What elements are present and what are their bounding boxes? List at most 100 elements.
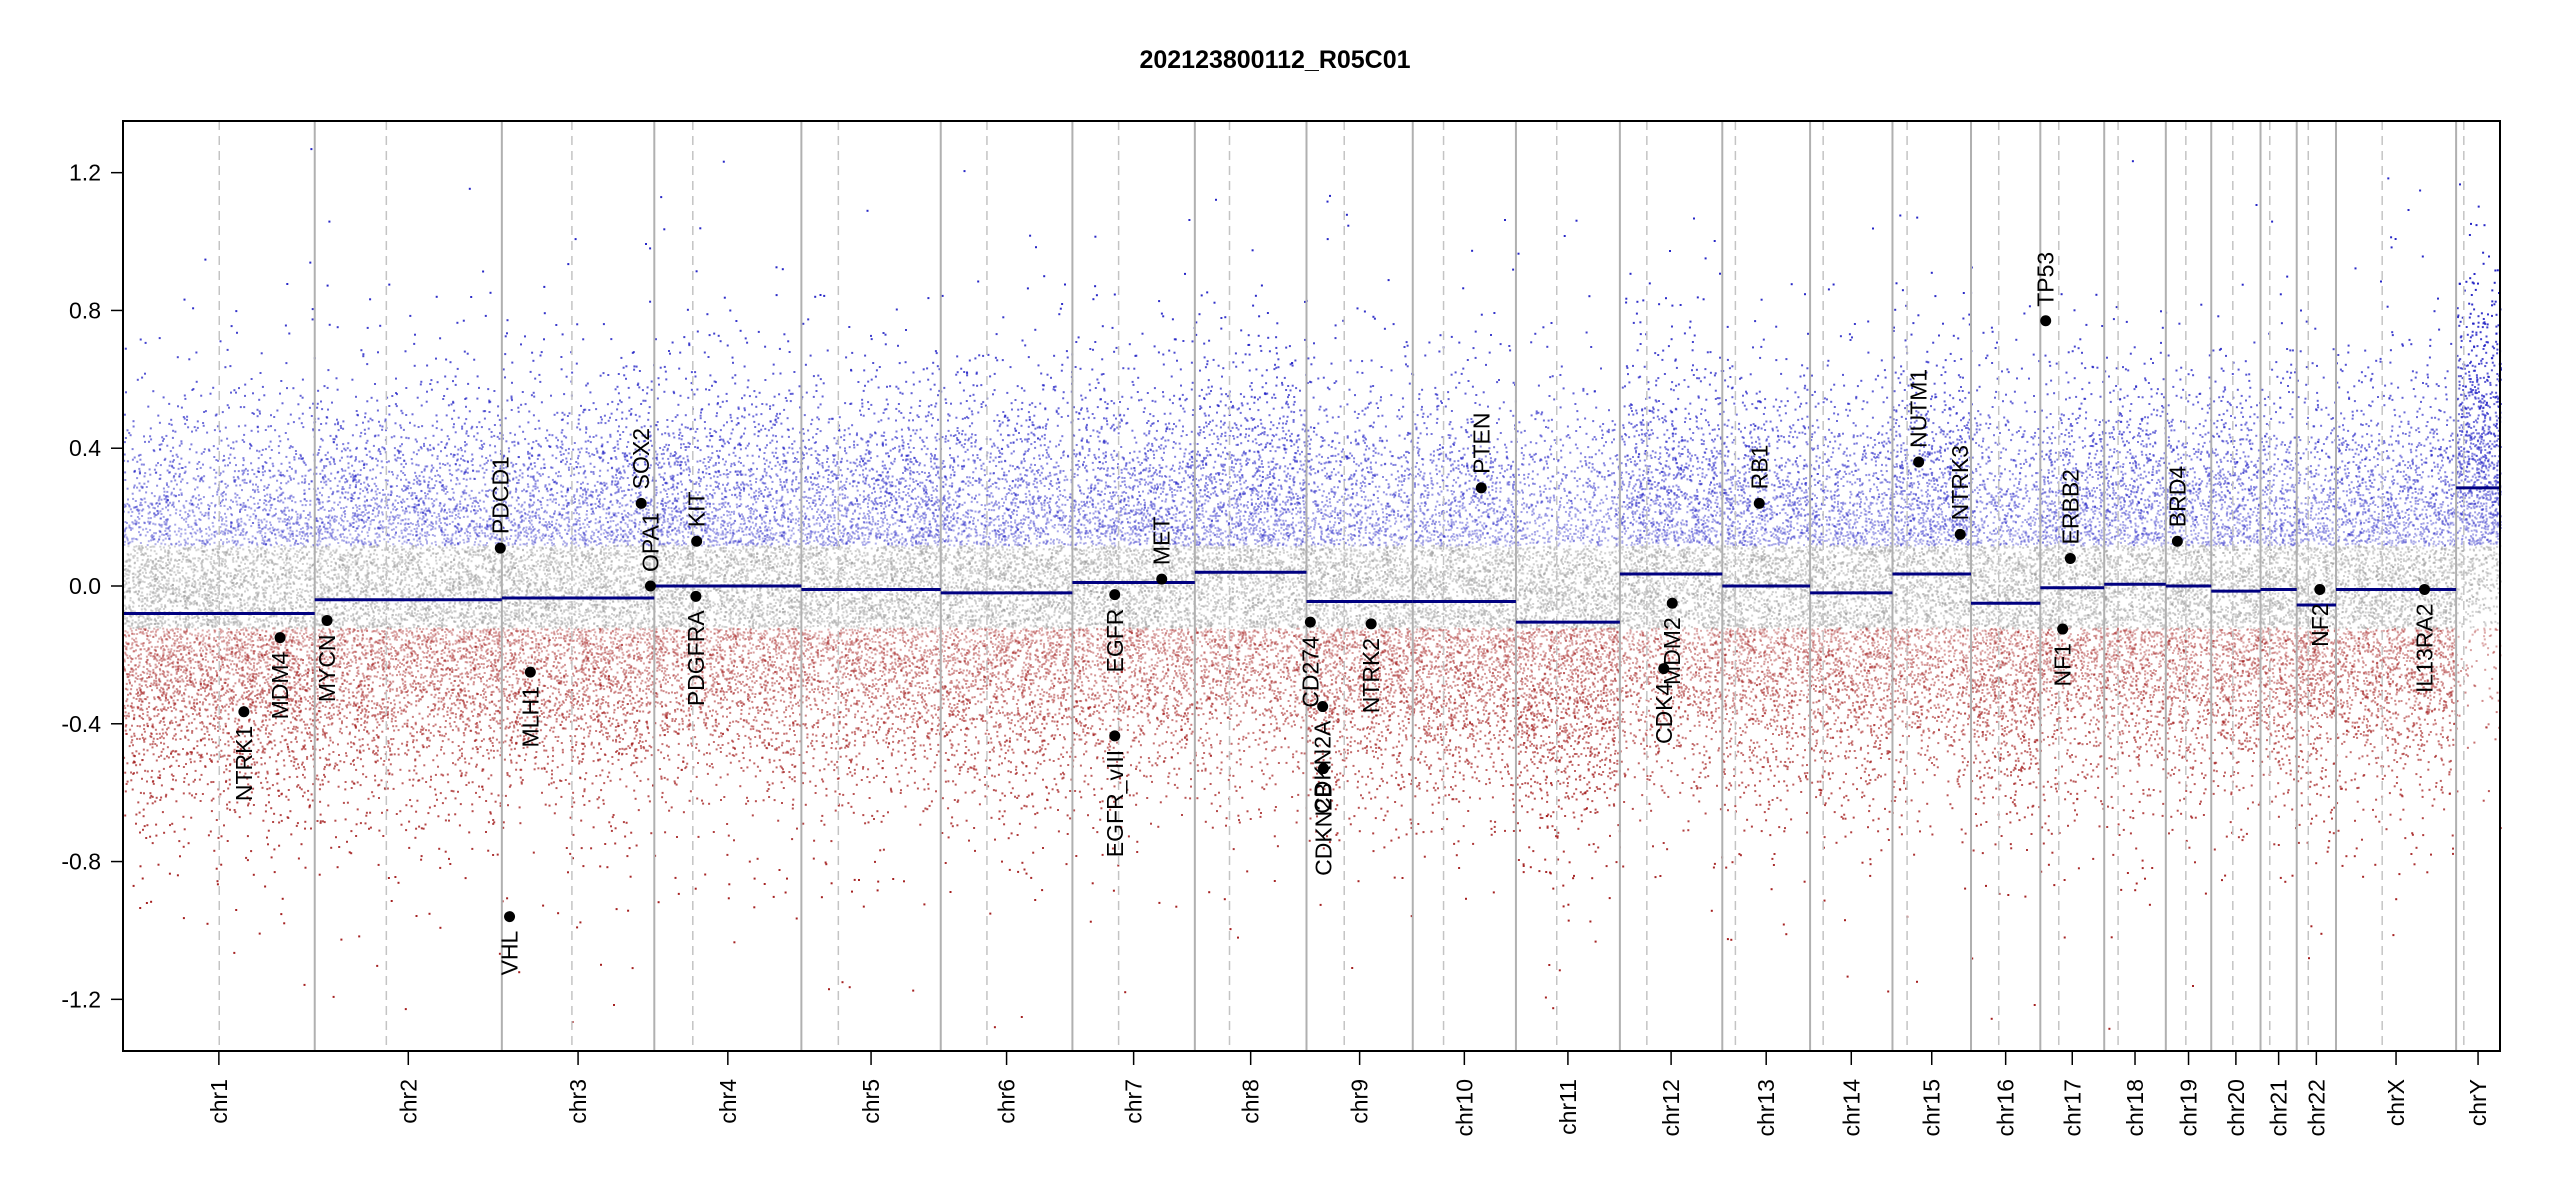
probe-point <box>145 528 147 530</box>
probe-point <box>261 535 263 537</box>
probe-point <box>217 883 219 885</box>
probe-point <box>178 527 180 529</box>
probe-point <box>193 574 195 576</box>
probe-point <box>205 695 207 697</box>
probe-point <box>191 794 193 796</box>
probe-point <box>228 541 230 543</box>
probe-point <box>216 491 218 493</box>
probe-point <box>228 744 230 746</box>
probe-point <box>311 480 313 482</box>
probe-point <box>246 514 248 516</box>
probe-point <box>230 663 232 665</box>
probe-point <box>189 677 191 679</box>
probe-point <box>192 659 194 661</box>
probe-point <box>176 594 178 596</box>
probe-point <box>304 828 306 830</box>
probe-point <box>280 510 282 512</box>
probe-point <box>272 784 274 786</box>
probe-point <box>306 570 308 572</box>
probe-point <box>167 559 169 561</box>
probe-point <box>289 636 291 638</box>
probe-point <box>290 721 292 723</box>
probe-point <box>162 642 164 644</box>
probe-point <box>224 706 226 708</box>
probe-point <box>277 587 279 589</box>
probe-point <box>157 641 159 643</box>
probe-point <box>137 557 139 559</box>
probe-point <box>137 593 139 595</box>
probe-point <box>212 619 214 621</box>
probe-point <box>247 470 249 472</box>
probe-point <box>274 498 276 500</box>
probe-point <box>208 508 210 510</box>
probe-point <box>265 639 267 641</box>
probe-point <box>265 599 267 601</box>
probe-point <box>301 535 303 537</box>
probe-point <box>186 482 188 484</box>
probe-point <box>178 541 180 543</box>
probe-point <box>271 730 273 732</box>
probe-point <box>231 651 233 653</box>
probe-point <box>132 610 134 612</box>
probe-point <box>195 621 197 623</box>
probe-point <box>174 479 176 481</box>
probe-point <box>241 573 243 575</box>
probe-point <box>300 700 302 702</box>
probe-point <box>257 604 259 606</box>
probe-point <box>155 563 157 565</box>
probe-point <box>306 626 308 628</box>
probe-point <box>139 662 141 664</box>
probe-point <box>172 756 174 758</box>
probe-point <box>166 533 168 535</box>
probe-point <box>309 696 311 698</box>
probe-point <box>195 728 197 730</box>
probe-point <box>159 571 161 573</box>
probe-point <box>306 584 308 586</box>
probe-point <box>141 605 143 607</box>
probe-point <box>245 532 247 534</box>
probe-point <box>211 810 213 812</box>
probe-point <box>149 529 151 531</box>
probe-point <box>290 587 292 589</box>
probe-point <box>259 651 261 653</box>
probe-point <box>306 756 308 758</box>
probe-point <box>124 479 126 481</box>
probe-point <box>240 562 242 564</box>
probe-point <box>164 684 166 686</box>
probe-point <box>303 546 305 548</box>
probe-point <box>194 679 196 681</box>
probe-point <box>200 635 202 637</box>
probe-point <box>294 571 296 573</box>
probe-point <box>177 631 179 633</box>
probe-point <box>206 432 208 434</box>
probe-point <box>292 605 294 607</box>
probe-point <box>270 646 272 648</box>
probe-point <box>143 754 145 756</box>
probe-point <box>183 547 185 549</box>
probe-point <box>211 654 213 656</box>
probe-point <box>295 453 297 455</box>
probe-point <box>179 489 181 491</box>
probe-point <box>260 547 262 549</box>
probe-point <box>148 706 150 708</box>
probe-point <box>162 628 164 630</box>
probe-point <box>295 450 297 452</box>
probe-point <box>295 472 297 474</box>
probe-point <box>143 435 145 437</box>
probe-point <box>214 554 216 556</box>
probe-point <box>145 837 147 839</box>
probe-point <box>283 922 285 924</box>
probe-point <box>204 598 206 600</box>
probe-point <box>225 594 227 596</box>
probe-point <box>166 484 168 486</box>
probe-point <box>154 580 156 582</box>
probe-point <box>176 605 178 607</box>
probe-point <box>195 682 197 684</box>
probe-point <box>214 728 216 730</box>
probe-point <box>268 644 270 646</box>
probe-point <box>177 628 179 630</box>
probe-point <box>306 651 308 653</box>
probe-point <box>281 750 283 752</box>
probe-point <box>298 524 300 526</box>
probe-point <box>182 748 184 750</box>
